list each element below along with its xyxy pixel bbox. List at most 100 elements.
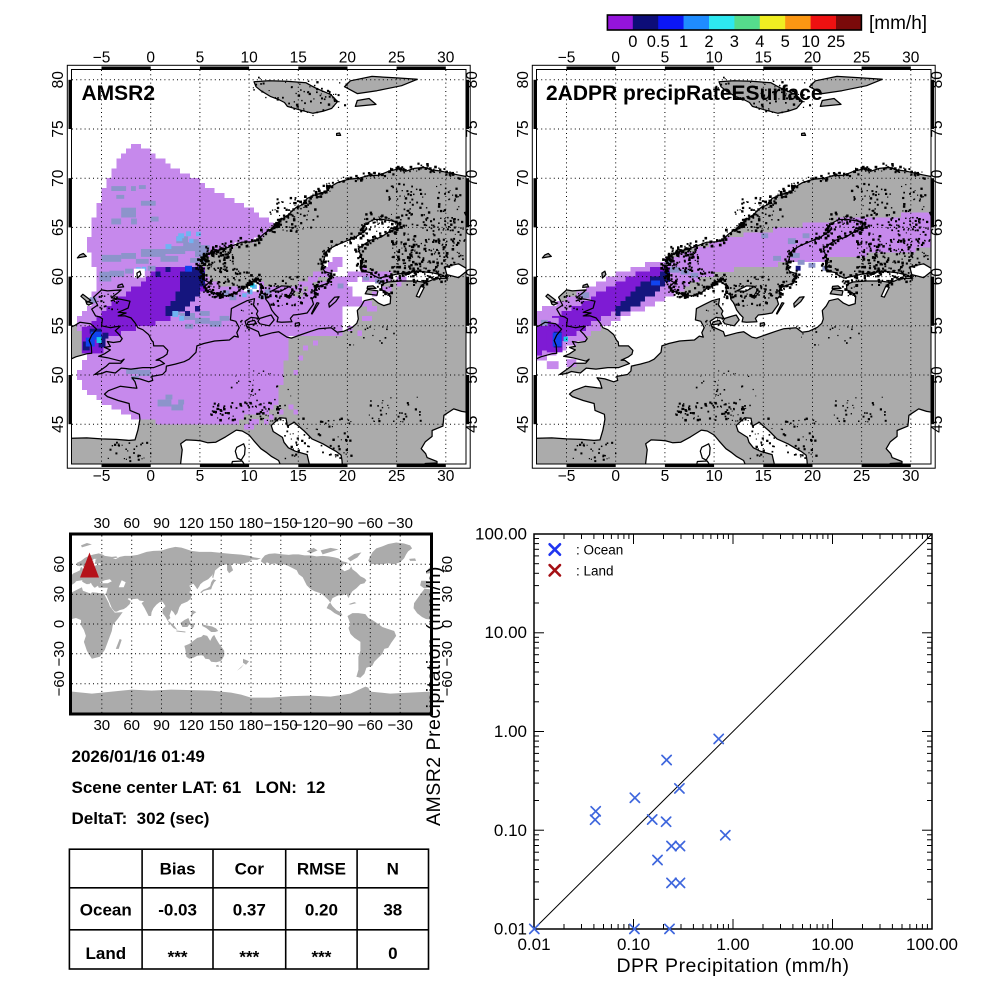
svg-text:60: 60	[929, 268, 946, 286]
svg-text:25: 25	[388, 468, 405, 485]
svg-text:−60: −60	[358, 515, 383, 532]
svg-text:10.00: 10.00	[484, 623, 527, 642]
svg-text:150: 150	[209, 717, 234, 734]
svg-text:75: 75	[929, 120, 946, 137]
svg-text:: Ocean: : Ocean	[576, 543, 623, 558]
svg-text:-0.03: -0.03	[158, 901, 197, 920]
svg-text:−5: −5	[93, 50, 111, 67]
svg-text:50: 50	[464, 366, 481, 384]
svg-text:AMSR2 Precipitation (mm/h): AMSR2 Precipitation (mm/h)	[423, 566, 445, 826]
svg-text:Land: Land	[85, 944, 126, 963]
svg-text:−60: −60	[439, 671, 456, 696]
svg-text:30: 30	[437, 50, 455, 67]
svg-text:RMSE: RMSE	[297, 860, 346, 879]
svg-text:−60: −60	[51, 671, 68, 696]
svg-text:75: 75	[50, 120, 67, 137]
svg-text:60: 60	[123, 717, 140, 734]
svg-text:120: 120	[179, 515, 204, 532]
svg-text:45: 45	[515, 416, 532, 433]
svg-text:65: 65	[464, 219, 481, 236]
svg-text:5: 5	[661, 50, 670, 67]
svg-text:10: 10	[240, 50, 258, 67]
svg-text:5: 5	[661, 468, 670, 485]
svg-text:120: 120	[179, 717, 204, 734]
svg-text:10: 10	[705, 50, 723, 67]
svg-text:80: 80	[464, 71, 481, 89]
svg-text:0.20: 0.20	[305, 901, 338, 920]
svg-text:***: ***	[311, 948, 331, 967]
svg-text:−5: −5	[558, 50, 576, 67]
svg-text:−60: −60	[358, 717, 383, 734]
svg-text:15: 15	[290, 468, 307, 485]
svg-text:25: 25	[853, 468, 870, 485]
svg-text:100.00: 100.00	[906, 935, 958, 954]
svg-text:Bias: Bias	[160, 860, 196, 879]
svg-text:30: 30	[439, 586, 456, 603]
svg-text:−120: −120	[294, 717, 328, 734]
svg-text:30: 30	[93, 515, 110, 532]
svg-text:0.01: 0.01	[517, 935, 550, 954]
svg-text:45: 45	[50, 416, 67, 433]
svg-text:70: 70	[464, 169, 481, 187]
svg-text:2026/01/16 01:49: 2026/01/16 01:49	[72, 747, 205, 766]
svg-text:***: ***	[239, 948, 259, 967]
svg-text:15: 15	[755, 50, 772, 67]
svg-text:Cor: Cor	[235, 860, 265, 879]
svg-text:20: 20	[804, 468, 822, 485]
svg-text:80: 80	[50, 71, 67, 89]
svg-text:−30: −30	[387, 515, 412, 532]
svg-text:0: 0	[611, 468, 620, 485]
svg-text:75: 75	[464, 120, 481, 137]
svg-text:1.00: 1.00	[494, 722, 527, 741]
svg-text:0: 0	[388, 944, 397, 963]
svg-text:180: 180	[238, 515, 263, 532]
svg-text:0: 0	[51, 620, 68, 628]
svg-text:0.01: 0.01	[494, 920, 527, 939]
svg-text:20: 20	[339, 50, 357, 67]
svg-text:−150: −150	[264, 717, 298, 734]
svg-text:25: 25	[388, 50, 405, 67]
svg-text:80: 80	[515, 71, 532, 89]
svg-text:55: 55	[929, 317, 946, 334]
svg-text:30: 30	[93, 717, 110, 734]
svg-text:75: 75	[515, 120, 532, 137]
svg-text:0: 0	[146, 50, 155, 67]
svg-text:***: ***	[168, 948, 188, 967]
svg-text:0.5: 0.5	[647, 33, 670, 51]
svg-text:15: 15	[755, 468, 772, 485]
svg-text:0: 0	[611, 50, 620, 67]
svg-text:5: 5	[196, 468, 205, 485]
svg-text:0: 0	[628, 33, 637, 51]
svg-text:55: 55	[464, 317, 481, 334]
svg-text:−150: −150	[264, 515, 298, 532]
svg-text:10: 10	[801, 33, 819, 51]
svg-text:60: 60	[464, 268, 481, 286]
svg-text:60: 60	[51, 556, 68, 573]
svg-text:100.00: 100.00	[475, 525, 527, 544]
svg-text:30: 30	[51, 586, 68, 603]
svg-text:10: 10	[240, 468, 258, 485]
svg-text:55: 55	[50, 317, 67, 334]
svg-text:−5: −5	[558, 468, 576, 485]
svg-text:20: 20	[804, 50, 822, 67]
svg-text:65: 65	[929, 219, 946, 236]
svg-text:50: 50	[515, 366, 532, 384]
svg-text:: Land: : Land	[576, 563, 614, 578]
svg-text:30: 30	[902, 468, 920, 485]
svg-text:38: 38	[383, 901, 402, 920]
svg-text:N: N	[387, 860, 399, 879]
svg-text:4: 4	[755, 33, 764, 51]
svg-text:60: 60	[439, 556, 456, 573]
svg-text:70: 70	[50, 169, 67, 187]
svg-text:25: 25	[827, 33, 845, 51]
svg-text:[mm/h]: [mm/h]	[869, 13, 927, 34]
svg-text:70: 70	[929, 169, 946, 187]
svg-text:50: 50	[50, 366, 67, 384]
svg-text:60: 60	[515, 268, 532, 286]
svg-text:Scene center LAT: 61 LON: 1: Scene center LAT: 61 LON: 12	[72, 778, 326, 797]
svg-text:20: 20	[339, 468, 357, 485]
svg-text:1.00: 1.00	[716, 935, 749, 954]
svg-text:10.00: 10.00	[811, 935, 854, 954]
svg-text:0: 0	[439, 620, 456, 628]
svg-text:−30: −30	[439, 641, 456, 666]
